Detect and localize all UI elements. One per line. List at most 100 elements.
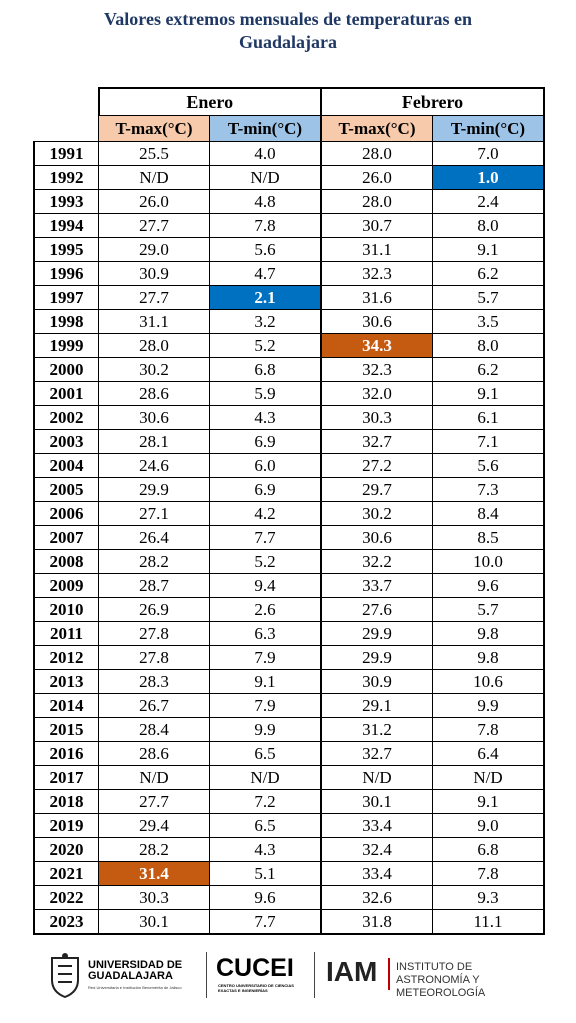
value-cell: 26.0 xyxy=(320,165,433,190)
year-cell: 2007 xyxy=(33,525,99,550)
value-cell: 30.6 xyxy=(98,405,210,430)
value-cell: 31.2 xyxy=(320,717,433,742)
value-cell: 29.4 xyxy=(98,813,210,838)
value-cell: 5.9 xyxy=(209,381,322,406)
value-cell: 32.7 xyxy=(320,429,433,454)
data-row: 2005 29.9 6.9 29.7 7.3 xyxy=(33,477,545,502)
value-cell: N/D xyxy=(98,765,210,790)
column-header: T-min(°C) xyxy=(432,115,545,142)
value-cell: 2.4 xyxy=(432,189,545,214)
year-cell: 2014 xyxy=(33,693,99,718)
year-cell: 1998 xyxy=(33,309,99,334)
year-cell: 2008 xyxy=(33,549,99,574)
value-cell: 28.6 xyxy=(98,381,210,406)
value-cell: 8.4 xyxy=(432,501,545,526)
value-cell: 4.7 xyxy=(209,261,322,286)
value-cell: 25.5 xyxy=(98,141,210,166)
value-cell: 24.6 xyxy=(98,453,210,478)
value-cell: 1.0 xyxy=(432,165,545,190)
value-cell: 10.6 xyxy=(432,669,545,694)
value-cell: 30.9 xyxy=(98,261,210,286)
value-cell: 28.3 xyxy=(98,669,210,694)
value-cell: 6.8 xyxy=(209,357,322,382)
value-cell: 6.0 xyxy=(209,453,322,478)
value-cell: 8.0 xyxy=(432,333,545,358)
value-cell: 29.1 xyxy=(320,693,433,718)
iam-subtitle: INSTITUTO DE ASTRONOMÍA Y METEOROLOGÍA xyxy=(396,961,486,999)
data-row: 2021 31.4 5.1 33.4 7.8 xyxy=(33,861,545,886)
value-cell: 4.8 xyxy=(209,189,322,214)
value-cell: 5.6 xyxy=(209,237,322,262)
year-cell: 2011 xyxy=(33,621,99,646)
value-cell: 26.7 xyxy=(98,693,210,718)
data-row: 2012 27.8 7.9 29.9 9.8 xyxy=(33,645,545,670)
year-cell: 2023 xyxy=(33,909,99,935)
value-cell: 30.3 xyxy=(98,885,210,910)
value-cell: 27.1 xyxy=(98,501,210,526)
value-cell: 27.8 xyxy=(98,621,210,646)
data-row: 1993 26.0 4.8 28.0 2.4 xyxy=(33,189,545,214)
value-cell: 30.9 xyxy=(320,669,433,694)
value-cell: 7.9 xyxy=(209,693,322,718)
column-header: T-max(°C) xyxy=(320,115,433,142)
value-cell: 9.0 xyxy=(432,813,545,838)
footer-logos: UNIVERSIDAD DE GUADALAJARA Red Universit… xyxy=(48,950,528,1000)
value-cell: 7.9 xyxy=(209,645,322,670)
iam-bar xyxy=(388,958,390,990)
data-row: 1996 30.9 4.7 32.3 6.2 xyxy=(33,261,545,286)
data-row: 2017 N/D N/D N/D N/D xyxy=(33,765,545,790)
cucei-subtitle: CENTRO UNIVERSITARIO DE CIENCIAS EXACTAS… xyxy=(218,983,294,993)
value-cell: 4.2 xyxy=(209,501,322,526)
value-cell: 30.7 xyxy=(320,213,433,238)
value-cell: N/D xyxy=(98,165,210,190)
data-row: 2014 26.7 7.9 29.1 9.9 xyxy=(33,693,545,718)
data-row: 2011 27.8 6.3 29.9 9.8 xyxy=(33,621,545,646)
value-cell: 7.8 xyxy=(209,213,322,238)
value-cell: 28.0 xyxy=(98,333,210,358)
value-cell: 32.3 xyxy=(320,261,433,286)
udg-name: UNIVERSIDAD DE GUADALAJARA xyxy=(88,959,183,982)
value-cell: 10.0 xyxy=(432,549,545,574)
value-cell: 31.1 xyxy=(320,237,433,262)
value-cell: 6.2 xyxy=(432,261,545,286)
value-cell: 4.3 xyxy=(209,405,322,430)
value-cell: 29.9 xyxy=(320,645,433,670)
year-cell: 2018 xyxy=(33,789,99,814)
year-cell: 1995 xyxy=(33,237,99,262)
value-cell: 7.3 xyxy=(432,477,545,502)
value-cell: 6.5 xyxy=(209,813,322,838)
value-cell: 7.7 xyxy=(209,525,322,550)
value-cell: 9.6 xyxy=(209,885,322,910)
cucei-logo: CUCEI xyxy=(216,954,294,982)
value-cell: 27.7 xyxy=(98,285,210,310)
value-cell: 29.0 xyxy=(98,237,210,262)
value-cell: 33.7 xyxy=(320,573,433,598)
value-cell: 31.8 xyxy=(320,909,433,935)
value-cell: 28.2 xyxy=(98,837,210,862)
value-cell: 32.6 xyxy=(320,885,433,910)
column-header: T-max(°C) xyxy=(98,115,210,142)
value-cell: 30.2 xyxy=(320,501,433,526)
value-cell: 28.1 xyxy=(98,429,210,454)
year-cell: 2010 xyxy=(33,597,99,622)
year-cell: 1997 xyxy=(33,285,99,310)
value-cell: 31.6 xyxy=(320,285,433,310)
value-cell: 3.2 xyxy=(209,309,322,334)
value-cell: 3.5 xyxy=(432,309,545,334)
data-row: 2000 30.2 6.8 32.3 6.2 xyxy=(33,357,545,382)
value-cell: 30.2 xyxy=(98,357,210,382)
value-cell: 4.3 xyxy=(209,837,322,862)
corner xyxy=(34,88,99,116)
value-cell: 34.3 xyxy=(320,333,433,358)
value-cell: 26.4 xyxy=(98,525,210,550)
udg-crest xyxy=(51,953,79,998)
year-cell: 2002 xyxy=(33,405,99,430)
data-row: 2004 24.6 6.0 27.2 5.6 xyxy=(33,453,545,478)
data-row: 1999 28.0 5.2 34.3 8.0 xyxy=(33,333,545,358)
value-cell: 28.2 xyxy=(98,549,210,574)
data-row: 2008 28.2 5.2 32.2 10.0 xyxy=(33,549,545,574)
value-cell: 32.7 xyxy=(320,741,433,766)
value-cell: 6.2 xyxy=(432,357,545,382)
value-cell: 4.0 xyxy=(209,141,322,166)
